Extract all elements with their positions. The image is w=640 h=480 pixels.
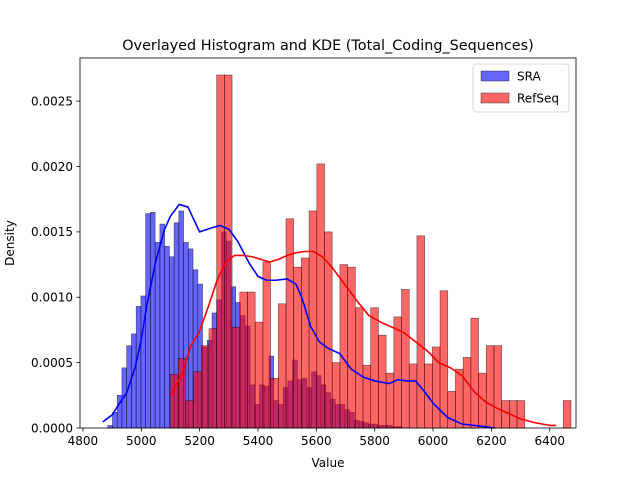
refseq-bar (193, 371, 202, 429)
y-tick-label: 0.0020 (31, 160, 73, 174)
kde-curves (102, 203, 557, 429)
sra-kde-line (102, 203, 496, 429)
y-axis-label: Density (3, 220, 17, 266)
y-tick-label: 0.0005 (31, 356, 73, 370)
sra-bar (135, 306, 142, 429)
refseq-bar (247, 291, 256, 429)
refseq-bar (439, 290, 449, 429)
refseq-bar (277, 303, 287, 429)
refseq-bar (447, 391, 456, 429)
y-tick-label: 0.0025 (31, 94, 73, 108)
refseq-bar (562, 400, 572, 429)
refseq-bar (339, 264, 348, 429)
refseq-bar (308, 210, 318, 429)
x-tick-label: 5400 (243, 434, 274, 448)
refseq-bar (362, 364, 372, 429)
refseq-bar (462, 357, 472, 429)
refseq-bar (224, 74, 233, 429)
refseq-bar (200, 345, 210, 429)
y-axis: 0.0000 0.0005 0.0010 0.0015 0.0020 0.0025 (31, 94, 80, 435)
refseq-bar (516, 400, 526, 429)
x-tick-label: 5800 (359, 434, 390, 448)
x-tick-label: 5200 (184, 434, 215, 448)
sra-bar (131, 333, 137, 429)
x-axis-label: Value (312, 456, 345, 470)
plot-area-frame (79, 57, 577, 429)
sra-bar (150, 211, 156, 429)
x-tick-label: 6200 (476, 434, 507, 448)
refseq-kde-line (169, 250, 557, 427)
x-tick-label: 6400 (534, 434, 565, 448)
sra-bar (145, 213, 151, 429)
refseq-bar (393, 316, 402, 429)
x-tick-label: 5000 (126, 434, 157, 448)
refseq-bar (177, 358, 187, 429)
legend-label-sra: SRA (517, 70, 541, 84)
refseq-bar (254, 321, 264, 429)
refseq-bar (470, 317, 479, 429)
y-tick-label: 0.0010 (31, 291, 73, 305)
legend-swatch-refseq (480, 92, 510, 104)
refseq-bar (239, 291, 248, 429)
legend: SRA RefSeq (472, 63, 570, 113)
refseq-bar (208, 328, 217, 429)
x-axis: 4800 5000 5200 5400 5600 5800 6000 6200 6400 (68, 428, 565, 448)
refseq-bar (285, 218, 294, 429)
refseq-bar (316, 163, 325, 429)
refseq-bar (293, 266, 302, 429)
refseq-bar (501, 400, 510, 429)
x-tick-label: 6000 (418, 434, 449, 448)
legend-label-refseq: RefSeq (517, 92, 559, 106)
sra-bar (159, 223, 165, 429)
refseq-bar (262, 261, 271, 429)
refseq-bar (231, 327, 241, 429)
y-tick-label: 0.0000 (31, 421, 73, 435)
legend-swatch-sra (480, 70, 510, 82)
sra-bar (164, 245, 170, 429)
refseq-bar (370, 307, 379, 429)
refseq-bar (416, 235, 425, 429)
x-tick-label: 4800 (68, 434, 99, 448)
refseq-bar (401, 289, 410, 429)
refseq-bar (301, 257, 310, 429)
refseq-bar (185, 400, 194, 429)
refseq-bar (485, 345, 495, 429)
y-tick-label: 0.0015 (31, 225, 73, 239)
refseq-bar (347, 266, 356, 429)
chart-title: Overlayed Histogram and KDE (Total_Codin… (122, 38, 534, 54)
refseq-bar (331, 362, 341, 429)
refseq-bar (493, 345, 502, 429)
refseq-bar (455, 368, 464, 429)
refseq-bar (355, 307, 364, 429)
x-tick-label: 5600 (301, 434, 332, 448)
sra-bar (154, 242, 161, 429)
refseq-bar (216, 74, 225, 429)
refseq-bar (270, 378, 279, 429)
refseq-bar (408, 363, 418, 429)
